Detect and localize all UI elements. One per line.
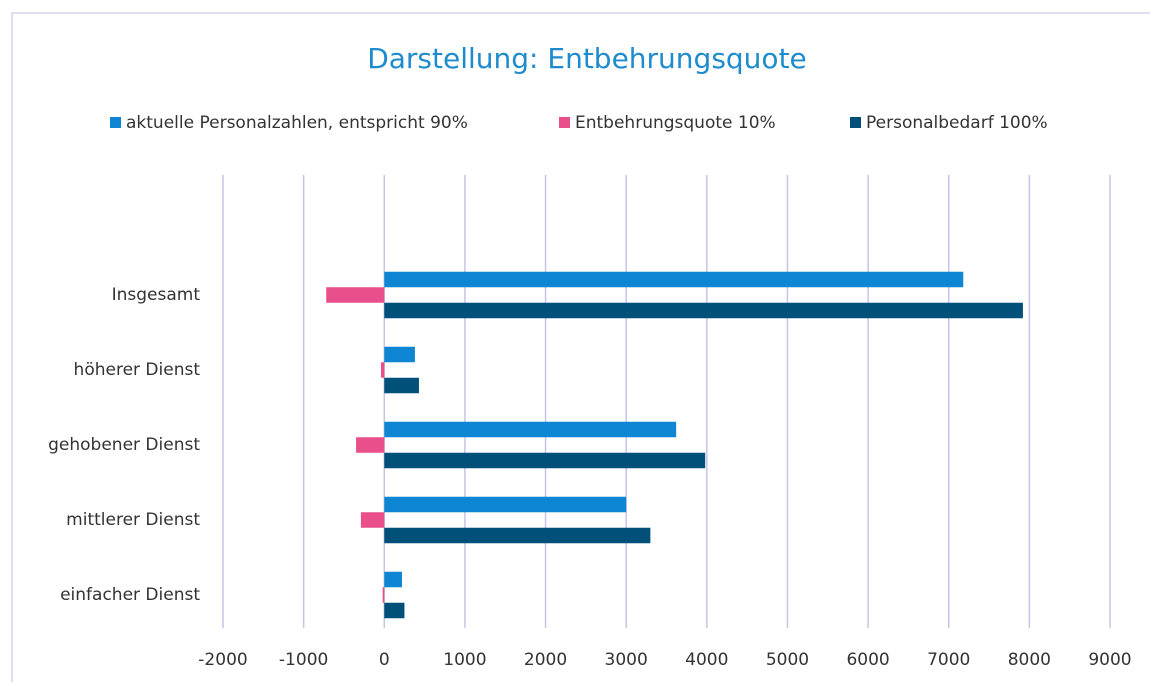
bar — [384, 452, 706, 469]
y-tick-label: gehobener Dienst — [48, 435, 200, 455]
bar — [384, 271, 964, 288]
x-tick-label: 3000 — [605, 650, 648, 670]
x-tick-label: 6000 — [846, 650, 889, 670]
bar — [360, 512, 385, 528]
bar — [326, 287, 385, 303]
x-tick-label: -1000 — [279, 650, 328, 670]
x-tick-label: 4000 — [685, 650, 728, 670]
y-tick-label: Insgesamt — [112, 285, 201, 305]
y-tick-label: einfacher Dienst — [60, 585, 200, 605]
bar — [384, 496, 627, 513]
bar — [356, 437, 385, 453]
legend-swatch — [559, 117, 570, 128]
legend-label: Entbehrungsquote 10% — [575, 113, 776, 133]
y-tick-label: mittlerer Dienst — [66, 510, 200, 530]
x-tick-label: -2000 — [198, 650, 247, 670]
legend-label: Personalbedarf 100% — [866, 113, 1048, 133]
x-tick-label: 0 — [379, 650, 390, 670]
legend-label: aktuelle Personalzahlen, entspricht 90% — [126, 113, 468, 133]
bar — [381, 362, 385, 378]
legend-swatch — [850, 117, 861, 128]
bar — [384, 527, 651, 544]
y-tick-label: höherer Dienst — [74, 360, 201, 380]
x-tick-label: 7000 — [927, 650, 970, 670]
bar — [384, 302, 1023, 319]
bar — [384, 421, 677, 438]
bar — [384, 602, 405, 619]
bar — [384, 346, 415, 363]
legend-swatch — [110, 117, 121, 128]
x-tick-label: 8000 — [1008, 650, 1051, 670]
chart-frame — [11, 12, 1150, 686]
x-tick-label: 2000 — [524, 650, 567, 670]
x-tick-label: 1000 — [443, 650, 486, 670]
x-tick-label: 5000 — [766, 650, 809, 670]
bar — [384, 571, 403, 588]
chart-title: Darstellung: Entbehrungsquote — [367, 42, 807, 75]
bar — [382, 587, 385, 603]
bar — [384, 377, 419, 394]
x-tick-label: 9000 — [1088, 650, 1131, 670]
